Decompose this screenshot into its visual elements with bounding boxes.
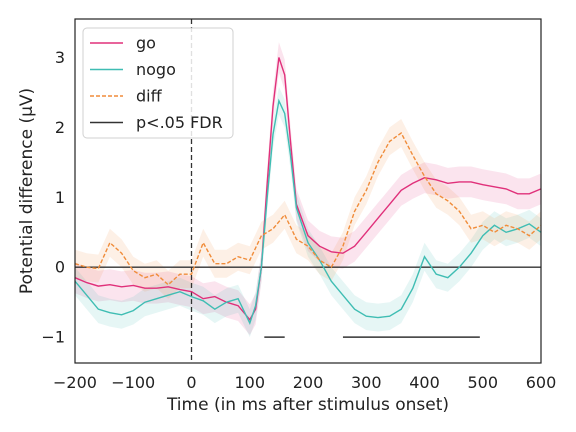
legend-label-nogo: nogo [136,60,176,79]
x-tick-label: −100 [111,373,155,392]
y-tick-label: 2 [55,118,65,137]
x-tick-label: −200 [53,373,97,392]
x-tick-label: 200 [293,373,324,392]
x-axis-ticks: −200 −100 0 100 200 300 400 500 600 [53,373,556,392]
confidence-bands [75,42,541,338]
x-tick-label: 500 [467,373,498,392]
x-tick-label: 300 [351,373,382,392]
legend-label-diff: diff [136,87,163,106]
series-line-nogo [74,98,542,325]
series-line-go [74,57,542,321]
y-tick-label: 1 [55,188,65,207]
legend-label-go: go [136,34,156,53]
x-tick-label: 600 [526,373,557,392]
y-axis-label: Potential difference (μV) [17,88,37,294]
series-line-diff [74,131,542,286]
legend-label-p<.05 FDR: p<.05 FDR [136,113,223,132]
y-tick-label: 0 [55,258,65,277]
x-tick-label: 100 [234,373,265,392]
y-axis-ticks: −1 0 1 2 3 [41,48,65,347]
ci-band-diff [75,119,541,299]
plot-frame [74,18,542,364]
x-axis-label: Time (in ms after stimulus onset) [166,395,449,415]
x-tick-label: 0 [186,373,196,392]
y-tick-label: −1 [41,328,65,347]
ci-band-go [75,42,541,335]
legend-box [82,27,234,139]
x-tick-label: 400 [409,373,440,392]
ci-band-nogo [75,86,541,338]
series-lines [74,57,542,325]
y-tick-label: 3 [55,48,65,67]
legend: go nogo diff p<.05 FDR [82,27,234,139]
